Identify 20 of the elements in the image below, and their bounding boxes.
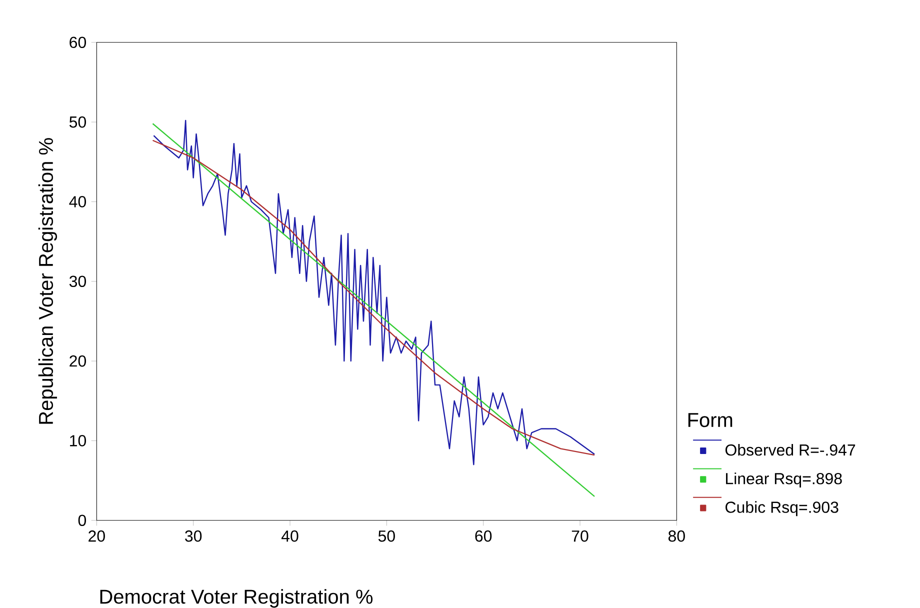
legend-label: Linear Rsq=.898 [726,472,842,488]
x-tick-label: 60 [475,530,492,542]
y-tick-label: 50 [69,116,86,128]
x-tick-label: 80 [668,530,685,542]
y-tick-label: 20 [70,355,86,367]
y-tick-label: 40 [69,196,86,208]
y-tick-label: 60 [70,36,86,48]
legend-label: Observed R=-.947 [725,444,856,456]
y-tick-label: 0 [78,514,86,526]
y-axis-title: Republican Voter Registration % [38,138,57,424]
x-tick-label: 20 [88,530,105,542]
y-tick-label: 30 [69,276,86,288]
x-tick-label: 40 [281,530,298,542]
legend-title: Form [688,413,732,428]
x-tick-label: 30 [185,530,202,542]
x-tick-label: 70 [572,530,588,542]
legend-label: Cubic Rsq=.903 [726,501,838,516]
y-tick-label: 10 [70,435,86,446]
x-tick-label: 50 [378,530,395,542]
x-axis-title: Democrat Voter Registration % [100,589,373,608]
